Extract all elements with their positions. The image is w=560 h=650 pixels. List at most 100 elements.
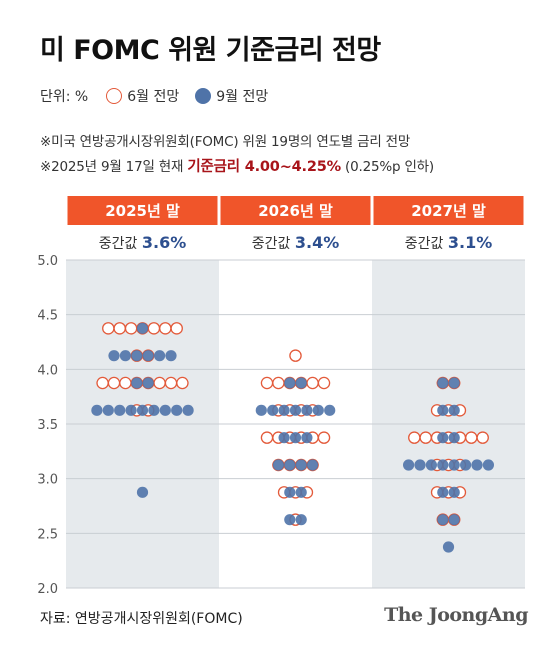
september-projection-dot <box>284 514 296 526</box>
september-projection-dot <box>182 404 194 416</box>
y-tick-label: 4.5 <box>37 309 58 324</box>
page-title: 미 FOMC 위원 기준금리 전망 <box>40 35 381 66</box>
y-tick-label: 2.0 <box>37 582 58 597</box>
september-projection-dot <box>136 486 149 498</box>
september-projection-dot <box>448 404 460 416</box>
september-projection-dot <box>448 377 460 389</box>
september-projection-dot <box>284 486 296 498</box>
note-current-rate: ※2025년 9월 17일 현재 기준금리 4.00~4.25% (0.25%p… <box>40 155 434 176</box>
june-projection-dot <box>170 322 183 335</box>
september-projection-dot <box>448 514 460 526</box>
september-projection-dot <box>437 514 449 526</box>
unit-label: 단위: % <box>40 89 89 105</box>
june-projection-dot <box>272 376 285 390</box>
september-projection-dot <box>272 459 284 471</box>
september-projection-dot <box>284 377 296 389</box>
september-projection-dot <box>295 459 307 471</box>
median-value: 3.4% <box>295 233 339 252</box>
june-projection-dot <box>317 431 331 444</box>
september-projection-dot <box>154 350 166 362</box>
september-projection-dot <box>448 432 460 444</box>
panel-header-2 <box>220 196 371 225</box>
september-projection-dot <box>307 459 319 471</box>
june-projection-dot <box>260 376 274 390</box>
june-projection-dot <box>465 431 478 444</box>
september-projection-dot <box>448 459 460 471</box>
note-committee: ※미국 연방공개시장위원회(FOMC) 위원 19명의 연도별 금리 전망 <box>40 134 411 150</box>
median-label: 중간값 3.1% <box>405 233 492 252</box>
filled-dot-icon <box>195 88 212 104</box>
legend: 단위: % 6월 전망 9월 전망 <box>40 84 268 108</box>
september-projection-dot <box>278 404 290 416</box>
september-projection-dot <box>91 404 103 416</box>
panel-header-label: 2026년 말 <box>258 202 333 220</box>
current-rate-highlight: 기준금리 4.00~4.25% <box>187 159 341 175</box>
june-projection-dot <box>306 376 319 390</box>
y-tick-label: 3.5 <box>37 418 58 433</box>
september-projection-dot <box>159 404 171 416</box>
september-projection-dot <box>119 350 131 362</box>
median-label: 중간값 3.4% <box>252 233 339 252</box>
september-projection-dot <box>289 404 302 416</box>
september-projection-dot <box>301 432 313 444</box>
september-projection-dot <box>482 459 494 471</box>
june-projection-dot <box>107 376 121 390</box>
panel-header-3 <box>373 196 524 225</box>
september-projection-dot <box>301 404 313 416</box>
september-projection-dot <box>142 350 154 362</box>
hollow-dot-icon <box>106 88 123 104</box>
publisher-logo: The JoongAng <box>384 604 528 626</box>
median-caption: 중간값 <box>252 236 295 252</box>
median-caption: 중간값 <box>99 236 142 252</box>
september-projection-dot <box>136 404 149 416</box>
median-label: 중간값 3.6% <box>99 233 186 252</box>
june-projection-dot <box>176 376 189 390</box>
note-current-rate-prefix: ※2025년 9월 17일 현재 <box>40 159 188 175</box>
september-projection-dot <box>289 432 302 444</box>
june-projection-dot <box>317 376 331 390</box>
june-projection-dot <box>159 322 172 335</box>
september-projection-dot <box>284 459 296 471</box>
note-current-rate-suffix: (0.25%p 인하) <box>340 159 434 175</box>
september-projection-dot <box>278 432 290 444</box>
june-projection-dot <box>124 322 138 335</box>
september-projection-dot <box>471 459 483 471</box>
september-projection-dot <box>442 541 455 553</box>
median-value: 3.6% <box>142 233 186 252</box>
june-projection-dot <box>408 431 421 444</box>
june-projection-dot <box>96 376 109 390</box>
september-projection-dot <box>437 432 449 444</box>
september-projection-dot <box>437 404 449 416</box>
september-projection-dot <box>295 377 307 389</box>
september-projection-dot <box>460 459 472 471</box>
june-projection-dot <box>419 431 432 444</box>
y-tick-label: 4.0 <box>37 363 58 378</box>
september-projection-dot <box>448 486 460 498</box>
legend-item-june: 6월 전망 <box>127 89 180 105</box>
panel-header-label: 2025년 말 <box>105 202 180 220</box>
september-projection-dot <box>414 459 426 471</box>
y-tick-label: 2.5 <box>37 527 58 542</box>
june-projection-dot <box>102 322 115 335</box>
panel-header-1 <box>67 196 218 225</box>
y-tick-label: 3.0 <box>37 473 58 488</box>
september-projection-dot <box>142 377 154 389</box>
june-projection-dot <box>147 322 161 335</box>
september-projection-dot <box>295 514 307 526</box>
september-projection-dot <box>125 404 137 416</box>
september-projection-dot <box>114 404 126 416</box>
september-projection-dot <box>425 459 437 471</box>
june-projection-dot <box>113 322 126 335</box>
legend-item-september: 9월 전망 <box>216 89 269 105</box>
median-value: 3.1% <box>448 233 492 252</box>
june-projection-dot <box>119 376 132 390</box>
september-projection-dot <box>324 404 336 416</box>
september-projection-dot <box>171 404 183 416</box>
june-projection-dot <box>164 376 178 390</box>
september-projection-dot <box>102 404 114 416</box>
september-projection-dot <box>136 322 149 334</box>
september-projection-dot <box>437 459 449 471</box>
september-projection-dot <box>148 404 160 416</box>
june-projection-dot <box>476 431 489 444</box>
